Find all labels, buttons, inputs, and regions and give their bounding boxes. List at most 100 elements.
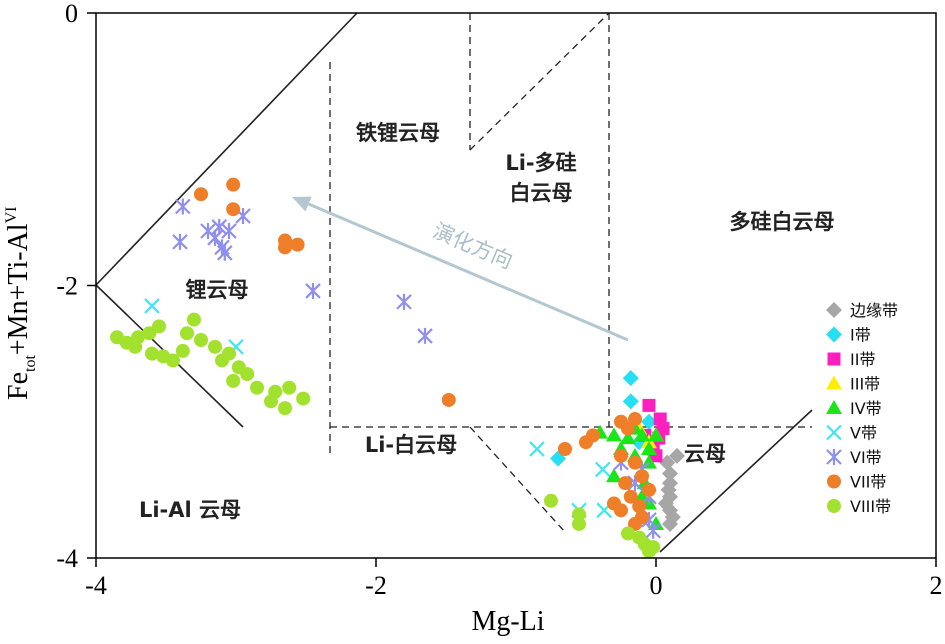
data-point-series-8 — [145, 346, 159, 361]
legend: 边缘带 I带 II带 III带 IV带 V带 VI带 VII带 VIII带 — [826, 301, 898, 516]
data-point-series-0 — [662, 515, 678, 532]
data-point-series-4 — [606, 468, 622, 483]
data-point-series-6 — [221, 223, 237, 239]
data-point-series-4 — [648, 427, 664, 442]
data-point-series-8 — [166, 353, 180, 368]
y-axis-label-main: Fe — [3, 372, 34, 400]
data-point-series-7 — [194, 187, 208, 202]
data-point-series-6 — [217, 244, 233, 261]
data-point-series-7 — [628, 412, 642, 427]
y-tick-label: -2 — [56, 272, 78, 301]
evolution-direction-label: 演化方向 — [429, 219, 516, 274]
data-point-series-4 — [620, 430, 636, 445]
legend-marker — [827, 474, 841, 489]
field-label-li-al-mica: Li-Al 云母 — [139, 498, 241, 522]
data-point-series-7 — [226, 177, 241, 192]
data-point-series-0 — [662, 465, 678, 482]
y-axis-label-rest: +Mn+Ti-Al — [3, 223, 34, 355]
data-point-series-8 — [240, 367, 255, 382]
legend-label: V带 — [850, 424, 877, 443]
data-point-series-7 — [586, 428, 600, 443]
y-axis-label: Fetot+Mn+Ti-AlVI — [3, 207, 39, 400]
data-point-series-8 — [621, 526, 635, 541]
data-point-series-6 — [172, 233, 188, 250]
y-tick-label: -4 — [56, 544, 78, 573]
data-point-series-8 — [152, 319, 166, 334]
data-point-series-4 — [634, 427, 650, 442]
axes: -4 -2 0 2 0 -2 -4 — [56, 0, 942, 600]
data-point-series-8 — [282, 380, 297, 395]
data-point-series-6 — [417, 327, 433, 344]
boundary-solid-2 — [659, 409, 813, 553]
data-point-series-7 — [642, 482, 656, 497]
data-point-series-4 — [641, 441, 657, 455]
data-points — [110, 177, 685, 559]
data-point-series-6 — [645, 522, 661, 539]
data-point-series-8 — [226, 373, 241, 388]
field-label-muscovite: 云母 — [684, 442, 726, 466]
data-point-series-4 — [648, 515, 664, 530]
data-point-series-8 — [646, 540, 661, 555]
data-point-series-2 — [642, 398, 656, 412]
field-boundaries — [95, 12, 813, 553]
boundary-dashed-2 — [469, 12, 610, 151]
legend-marker — [827, 352, 841, 366]
data-point-series-7 — [618, 476, 633, 491]
legend-marker — [827, 499, 841, 513]
legend-label: III带 — [850, 375, 880, 394]
data-point-series-6 — [211, 218, 227, 235]
data-point-series-8 — [264, 394, 278, 409]
data-point-series-6 — [396, 293, 412, 310]
boundary-dashed-5 — [469, 426, 566, 533]
data-point-series-1 — [641, 413, 657, 430]
field-label-li-phengite-line2: 白云母 — [510, 181, 573, 205]
y-axis-label-sup: VI — [3, 207, 20, 224]
boundary-solid-0 — [95, 12, 358, 286]
data-point-series-7 — [278, 240, 292, 255]
data-point-series-7 — [558, 442, 572, 456]
legend-label: IV带 — [850, 399, 882, 418]
evolution-arrow — [292, 196, 629, 342]
data-point-series-8 — [222, 346, 236, 361]
legend-marker — [826, 400, 842, 414]
data-point-series-6 — [175, 198, 191, 215]
legend-label: 边缘带 — [850, 301, 898, 320]
y-tick-label: 0 — [65, 0, 78, 28]
data-point-series-8 — [208, 339, 222, 354]
data-point-series-7 — [441, 392, 456, 407]
data-point-series-8 — [296, 391, 311, 406]
data-point-series-5 — [529, 441, 545, 457]
legend-marker — [826, 326, 842, 343]
x-tick-label: -2 — [365, 571, 387, 600]
x-axis-label: Mg-Li — [471, 606, 544, 637]
data-point-series-1 — [622, 393, 639, 410]
data-point-series-1 — [622, 370, 639, 387]
field-label-lepidolite: 锂云母 — [186, 278, 249, 302]
data-point-series-8 — [187, 312, 201, 327]
data-point-series-7 — [614, 448, 628, 463]
data-point-series-8 — [142, 326, 157, 341]
data-point-series-0 — [659, 454, 676, 471]
data-point-series-7 — [290, 237, 305, 252]
data-point-series-5 — [595, 461, 611, 478]
legend-marker — [826, 302, 842, 318]
legend-marker — [826, 375, 842, 390]
data-point-series-4 — [606, 427, 622, 442]
data-point-series-8 — [278, 401, 292, 416]
legend-label: VIII带 — [850, 497, 891, 516]
legend-label: II带 — [850, 350, 875, 369]
legend-label: VI带 — [850, 448, 882, 467]
data-point-series-8 — [180, 326, 194, 341]
data-point-series-8 — [572, 516, 586, 531]
y-axis-label-sub: tot — [22, 355, 39, 372]
legend-label: VII带 — [850, 473, 886, 492]
x-tick-label: 0 — [650, 571, 663, 600]
data-point-series-7 — [632, 499, 647, 514]
legend-label: I带 — [850, 326, 871, 345]
data-point-series-7 — [226, 202, 241, 217]
data-point-series-8 — [250, 380, 264, 395]
data-point-series-7 — [635, 469, 649, 484]
x-tick-label: 2 — [930, 571, 943, 600]
data-point-series-8 — [131, 330, 145, 345]
